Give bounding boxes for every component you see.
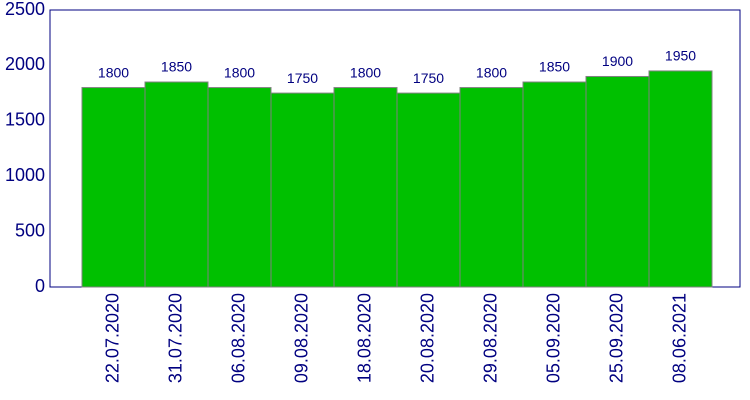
y-tick-label: 2500: [5, 0, 45, 19]
x-tick-label: 06.08.2020: [228, 293, 248, 383]
value-label: 1750: [287, 70, 318, 86]
value-label: 1800: [476, 64, 507, 80]
x-tick-label: 29.08.2020: [480, 293, 500, 383]
y-tick-label: 2000: [5, 54, 45, 74]
y-tick-label: 500: [15, 220, 45, 240]
value-label: 1750: [413, 70, 444, 86]
bar: [648, 70, 713, 288]
value-label: 1850: [161, 59, 192, 75]
bar: [207, 87, 272, 288]
bar: [144, 81, 209, 288]
value-label: 1950: [665, 48, 696, 64]
value-label: 1800: [98, 64, 129, 80]
x-tick-label: 31.07.2020: [165, 293, 185, 383]
value-label: 1900: [602, 53, 633, 69]
x-tick-label: 20.08.2020: [417, 293, 437, 383]
bar: [459, 87, 524, 288]
value-label: 1800: [224, 64, 255, 80]
x-tick-label: 18.08.2020: [354, 293, 374, 383]
bar: [522, 81, 587, 288]
x-tick-label: 22.07.2020: [102, 293, 122, 383]
y-tick-label: 0: [35, 276, 45, 296]
bar: [270, 92, 335, 288]
bar: [333, 87, 398, 288]
bar: [396, 92, 461, 288]
y-tick-label: 1500: [5, 110, 45, 130]
value-label: 1850: [539, 59, 570, 75]
bar: [81, 87, 146, 288]
bar: [585, 75, 650, 288]
x-tick-label: 09.08.2020: [291, 293, 311, 383]
x-tick-label: 08.06.2021: [669, 293, 689, 383]
value-label: 1800: [350, 64, 381, 80]
x-tick-label: 25.09.2020: [606, 293, 626, 383]
x-tick-label: 05.09.2020: [543, 293, 563, 383]
y-tick-label: 1000: [5, 165, 45, 185]
